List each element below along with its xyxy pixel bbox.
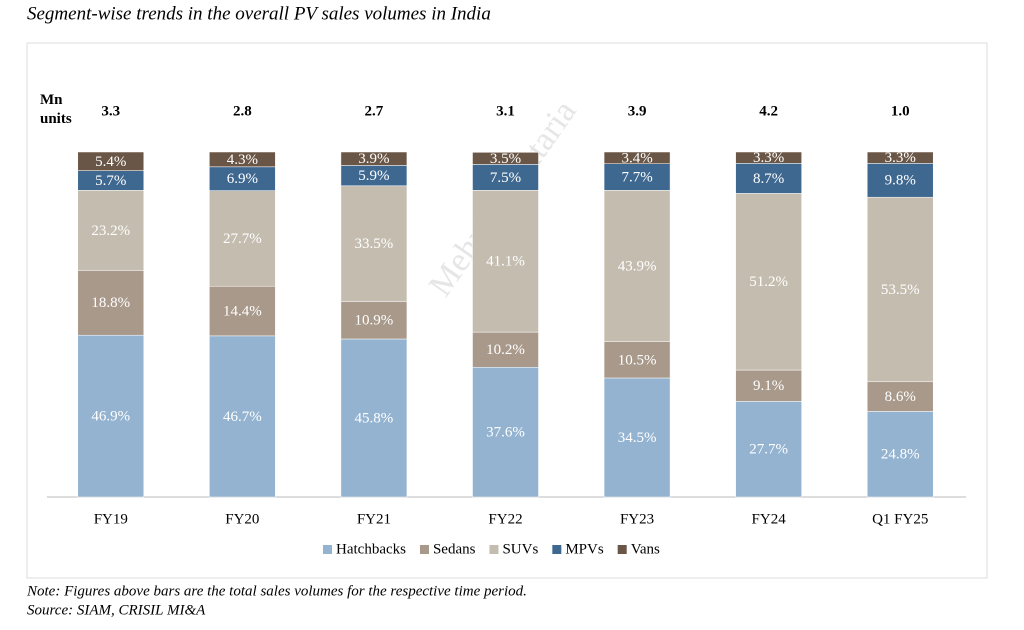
value-label: 9.1% (753, 378, 784, 394)
value-label: 24.8% (881, 447, 920, 463)
bar-segment (209, 151, 276, 168)
bar-segment (77, 334, 145, 498)
value-label: 46.7% (223, 409, 262, 425)
legend-label: Vans (631, 541, 660, 557)
bar-segment (866, 411, 934, 498)
bar-segment (340, 151, 408, 166)
value-label: 3.9% (358, 151, 389, 167)
bar-segment (209, 335, 276, 498)
legend-swatch (419, 545, 429, 554)
bar-segment (472, 367, 539, 498)
total-label: 3.1 (496, 103, 515, 119)
bar-segment (735, 163, 802, 194)
value-label: 45.8% (355, 410, 394, 426)
value-label: 10.9% (355, 313, 394, 329)
x-tick-label: FY21 (357, 511, 391, 527)
total-axis-label: Mn units (40, 92, 72, 127)
x-tick-label: FY22 (488, 511, 522, 527)
bar-segment (472, 190, 539, 333)
bar-segment (735, 401, 802, 498)
bar-segment (340, 338, 408, 498)
value-label: 18.8% (91, 295, 130, 311)
value-label: 33.5% (355, 236, 394, 252)
note: Note: Figures above bars are the total s… (26, 583, 527, 599)
bar-segment (77, 151, 145, 171)
x-tick-label: FY23 (620, 511, 654, 527)
legend-label: SUVs (502, 541, 538, 557)
value-label: 27.7% (223, 231, 262, 247)
total-label: 3.3 (101, 103, 120, 119)
value-label: 41.1% (486, 254, 525, 270)
bar-segment (472, 152, 539, 165)
value-label: 34.5% (618, 430, 657, 446)
value-label: 6.9% (227, 171, 258, 187)
bar-segment (603, 163, 671, 191)
legend-swatch (489, 545, 499, 554)
source: Source: SIAM, CRISIL MI&A (27, 602, 206, 618)
bar-segment (340, 301, 408, 340)
value-label: 51.2% (749, 274, 788, 290)
total-label: 2.8 (233, 103, 252, 119)
bar-segment (472, 164, 539, 191)
value-label: 10.2% (486, 342, 525, 358)
bar-segment (866, 381, 934, 412)
value-label: 10.5% (618, 352, 657, 368)
total-label: 1.0 (891, 103, 910, 119)
value-label: 9.8% (885, 173, 916, 189)
bar-segment (866, 151, 934, 164)
value-label: 7.5% (490, 170, 521, 186)
value-label: 7.7% (621, 169, 652, 185)
value-label: 3.5% (490, 151, 521, 167)
x-tick-label: FY19 (94, 511, 128, 527)
legend-label: Sedans (433, 541, 476, 557)
x-tick-label: FY24 (752, 511, 787, 527)
value-label: 5.9% (358, 168, 389, 184)
total-label: 3.9 (628, 103, 647, 119)
bar-segment (603, 341, 671, 379)
value-label: 3.3% (885, 150, 916, 166)
bar-segment (209, 190, 276, 287)
total-label: 2.7 (365, 103, 384, 119)
bar-segment (603, 151, 671, 164)
legend-label: Hatchbacks (336, 541, 406, 557)
bar-segment (77, 270, 145, 336)
bar-segment (735, 151, 802, 164)
value-label: 14.4% (223, 303, 262, 319)
value-label: 37.6% (486, 425, 525, 441)
value-label: 8.6% (885, 389, 916, 405)
legend-swatch (552, 545, 562, 554)
bar-segment (603, 190, 671, 342)
legend-label: MPVs (565, 541, 604, 557)
value-label: 3.3% (753, 150, 784, 166)
chart-title: Segment-wise trends in the overall PV sa… (27, 3, 491, 24)
bar-segment (340, 185, 408, 302)
legend-swatch (323, 545, 332, 554)
value-label: 5.4% (95, 154, 126, 170)
bar-segment (472, 331, 539, 368)
total-label: 4.2 (759, 103, 778, 119)
value-label: 46.9% (91, 409, 130, 425)
bar-segment (603, 377, 671, 498)
bar-segment (209, 285, 276, 337)
chart-frame (26, 42, 988, 579)
legend-swatch (617, 545, 627, 554)
value-label: 43.9% (618, 258, 657, 274)
value-label: 4.3% (227, 152, 258, 168)
value-label: 3.4% (621, 150, 652, 166)
value-label: 8.7% (753, 171, 784, 187)
bar-segment (77, 190, 145, 271)
value-label: 27.7% (749, 442, 788, 458)
bar-segment (866, 196, 934, 383)
value-label: 23.2% (91, 223, 130, 239)
bar-segment (735, 369, 802, 402)
bar-segment (735, 193, 802, 371)
x-tick-label: Q1 FY25 (872, 511, 928, 527)
value-label: 53.5% (881, 282, 920, 298)
bar-segment (866, 163, 934, 198)
value-label: 5.7% (95, 173, 126, 189)
x-tick-label: FY20 (225, 511, 259, 527)
